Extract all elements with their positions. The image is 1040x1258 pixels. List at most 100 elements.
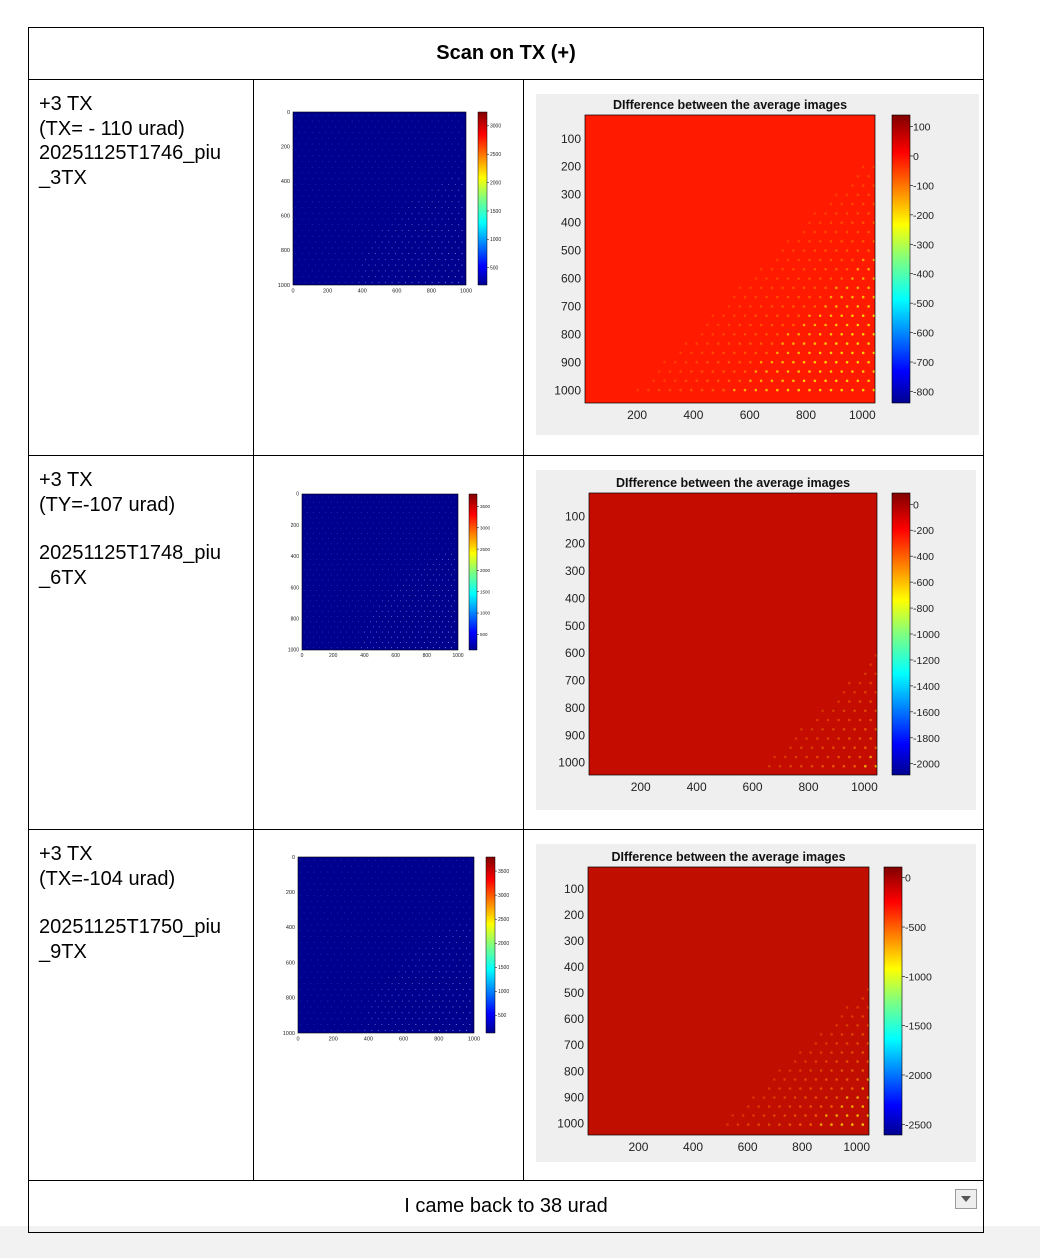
spot-marker bbox=[763, 1096, 766, 1099]
spot-marker bbox=[832, 728, 836, 731]
spot-marker bbox=[435, 126, 437, 128]
spot-marker bbox=[344, 959, 346, 961]
spot-marker bbox=[344, 865, 346, 867]
spot-marker bbox=[300, 1000, 302, 1002]
spot-marker bbox=[325, 224, 327, 226]
spot-marker bbox=[319, 553, 321, 555]
spot-marker bbox=[408, 1023, 410, 1026]
spot-marker bbox=[319, 532, 321, 534]
spot-marker bbox=[846, 249, 849, 252]
spot-marker bbox=[867, 379, 871, 383]
spot-marker bbox=[837, 700, 841, 703]
y-tick-label: 400 bbox=[281, 179, 290, 185]
spot-marker bbox=[337, 636, 339, 638]
spot-marker bbox=[405, 971, 407, 973]
spot-marker bbox=[408, 276, 410, 278]
spot-marker bbox=[322, 538, 324, 540]
spot-marker bbox=[421, 532, 423, 534]
spot-marker bbox=[337, 947, 339, 949]
spot-marker bbox=[412, 959, 414, 961]
spot-marker bbox=[432, 971, 434, 973]
spot-marker bbox=[406, 631, 408, 633]
spot-marker bbox=[412, 889, 414, 891]
spot-marker bbox=[370, 496, 372, 498]
spot-marker bbox=[348, 195, 350, 197]
spot-marker bbox=[343, 512, 345, 514]
spot-marker bbox=[875, 764, 878, 768]
spot-marker bbox=[379, 522, 381, 524]
spot-marker bbox=[361, 218, 363, 220]
spot-marker bbox=[418, 1006, 420, 1008]
spot-marker bbox=[295, 230, 297, 232]
spot-marker bbox=[384, 959, 387, 961]
colorbar bbox=[485, 856, 496, 1034]
spot-marker bbox=[856, 379, 860, 383]
dropdown-button[interactable] bbox=[955, 1189, 977, 1209]
spot-marker bbox=[439, 1006, 441, 1008]
row-label-line bbox=[39, 517, 243, 541]
spot-marker bbox=[338, 120, 340, 122]
spot-marker bbox=[441, 206, 443, 209]
spot-marker bbox=[747, 1123, 751, 1126]
spot-marker bbox=[425, 936, 427, 938]
spot-marker bbox=[432, 1029, 434, 1031]
spot-marker bbox=[438, 201, 440, 203]
spot-marker bbox=[345, 166, 347, 168]
spot-marker bbox=[853, 709, 857, 713]
spot-marker bbox=[744, 314, 747, 317]
spot-marker bbox=[371, 258, 373, 260]
spot-marker bbox=[439, 971, 441, 973]
spot-marker bbox=[358, 527, 360, 529]
spot-marker bbox=[439, 512, 441, 514]
spot-marker bbox=[452, 924, 454, 926]
spot-marker bbox=[787, 351, 790, 355]
y-tick-label: 400 bbox=[565, 591, 585, 605]
spot-marker bbox=[432, 1006, 434, 1008]
spot-marker bbox=[432, 959, 434, 961]
spot-marker bbox=[458, 166, 460, 168]
spot-marker bbox=[403, 501, 405, 503]
spot-marker bbox=[403, 563, 405, 566]
spot-marker bbox=[322, 558, 324, 560]
spot-marker bbox=[452, 900, 454, 902]
spot-marker bbox=[321, 276, 324, 278]
spot-marker bbox=[875, 691, 878, 694]
spot-marker bbox=[771, 286, 774, 290]
spot-marker bbox=[808, 240, 812, 243]
spot-marker bbox=[340, 871, 343, 873]
spot-marker bbox=[738, 360, 742, 364]
spot-marker bbox=[394, 641, 396, 644]
spot-marker bbox=[374, 1000, 376, 1002]
spot-marker bbox=[706, 323, 710, 327]
spot-marker bbox=[830, 202, 833, 206]
spot-marker bbox=[315, 218, 317, 220]
spot-marker bbox=[415, 595, 417, 597]
spot-marker bbox=[334, 883, 336, 885]
spot-marker bbox=[337, 543, 339, 545]
spot-marker bbox=[461, 160, 463, 162]
spot-marker bbox=[433, 647, 435, 649]
spot-marker bbox=[395, 883, 397, 885]
spot-marker bbox=[439, 889, 441, 891]
spot-marker bbox=[422, 1000, 424, 1002]
spot-marker bbox=[824, 360, 828, 364]
spot-marker bbox=[371, 889, 373, 891]
spot-marker bbox=[428, 206, 430, 209]
spot-marker bbox=[408, 906, 410, 908]
spot-marker bbox=[338, 224, 340, 226]
spot-marker bbox=[394, 496, 396, 498]
spot-marker bbox=[451, 647, 453, 649]
spot-marker bbox=[325, 543, 327, 545]
spot-marker bbox=[439, 947, 441, 949]
spot-marker bbox=[361, 1012, 363, 1014]
spot-marker bbox=[436, 538, 438, 540]
spot-marker bbox=[303, 889, 305, 891]
spot-marker bbox=[315, 126, 317, 128]
spot-marker bbox=[405, 912, 407, 914]
spot-marker bbox=[346, 496, 348, 498]
spot-marker bbox=[316, 558, 318, 560]
spot-marker bbox=[412, 621, 414, 623]
spot-marker bbox=[867, 360, 871, 364]
spot-marker bbox=[783, 1114, 787, 1117]
x-tick-label: 400 bbox=[358, 289, 367, 295]
